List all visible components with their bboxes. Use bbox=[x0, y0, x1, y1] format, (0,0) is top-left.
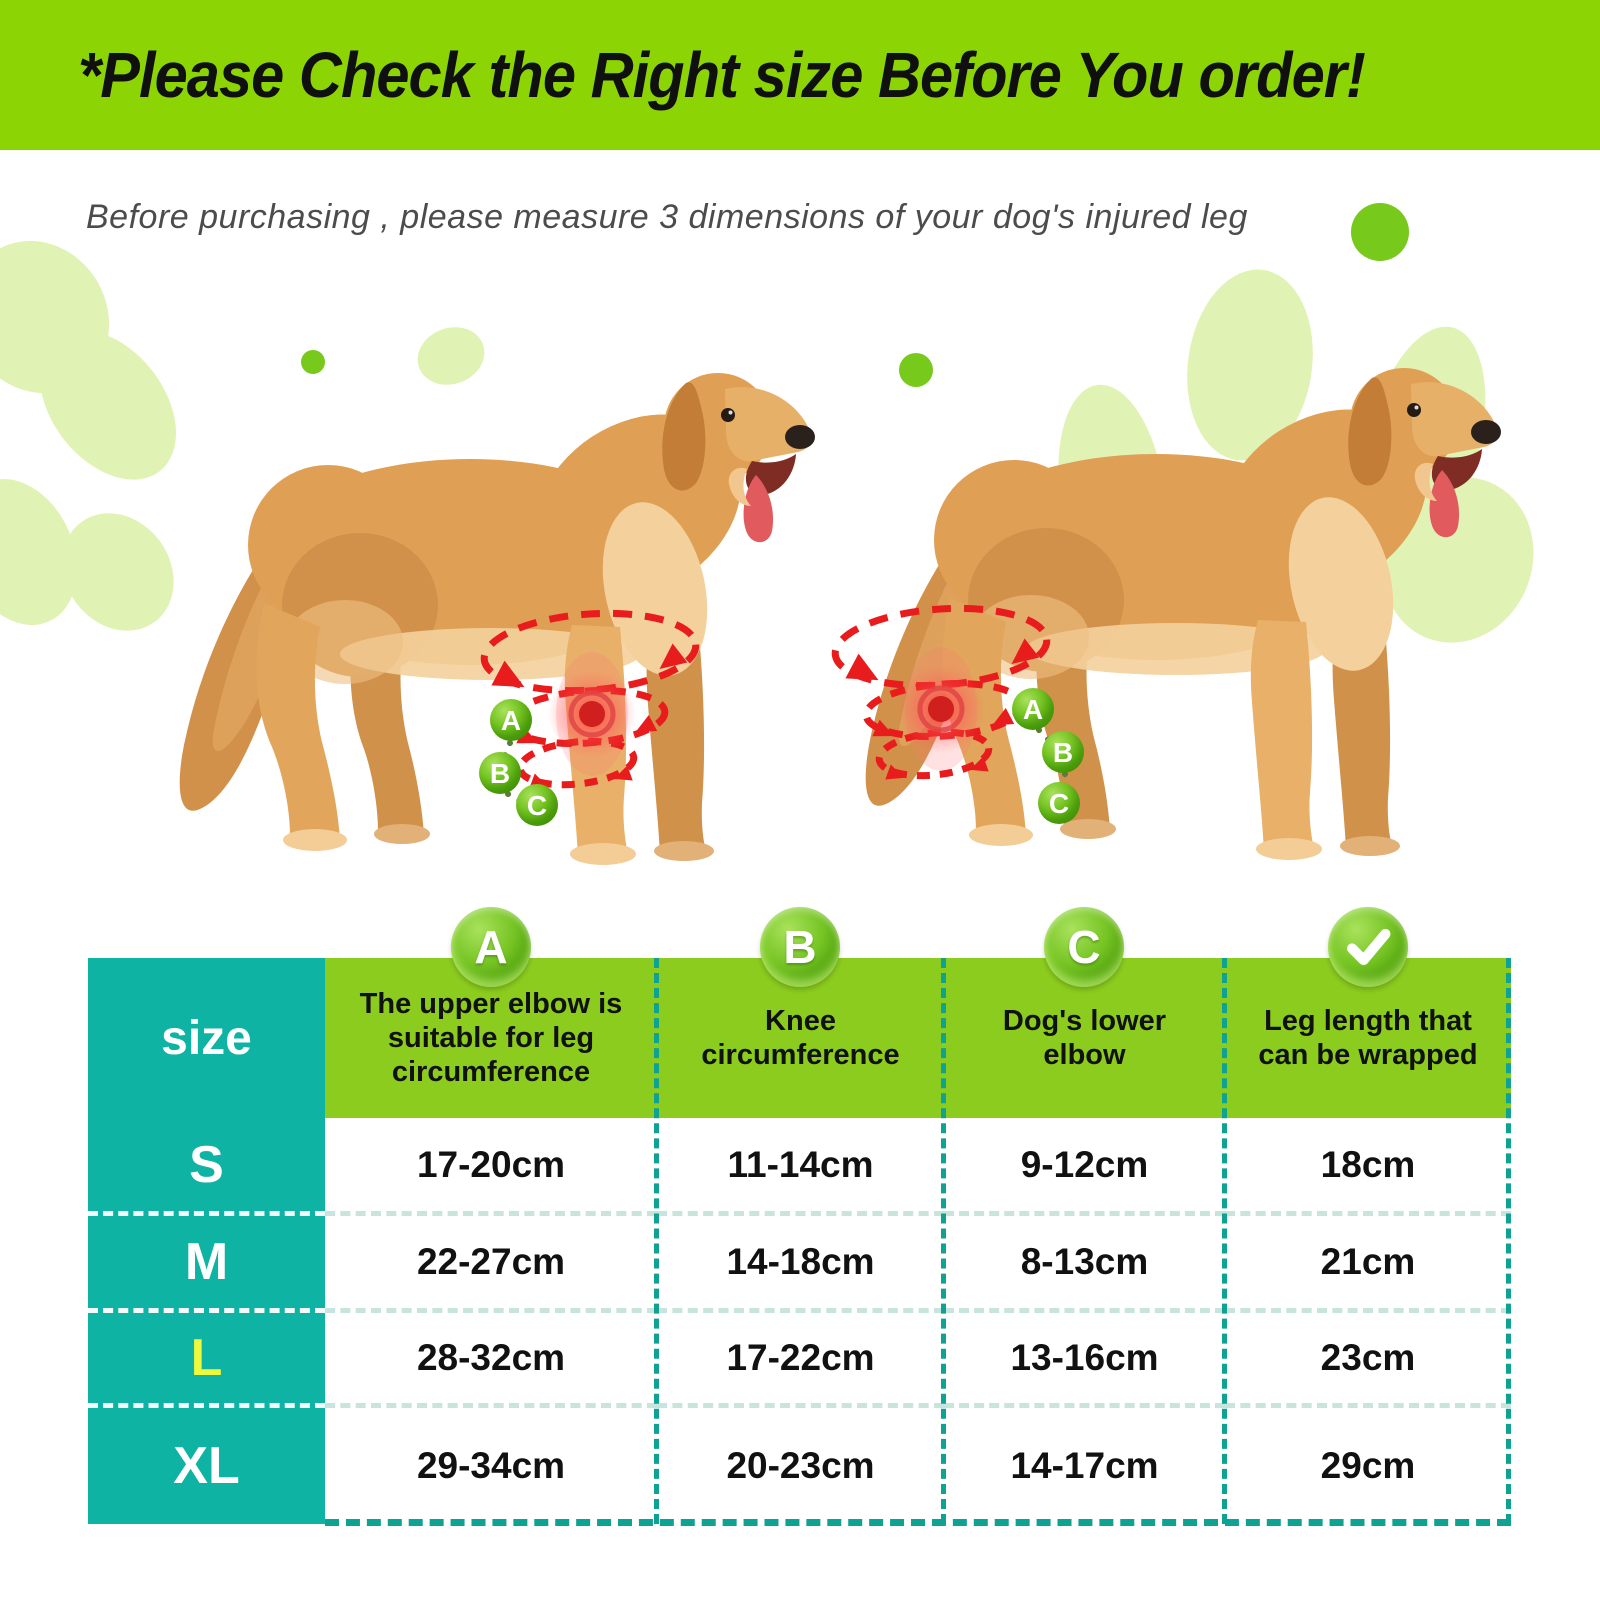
size-table: A B C size The upper elbow is suitable f… bbox=[88, 907, 1511, 1526]
arrowheads bbox=[845, 638, 1040, 780]
table-cell: 18cm bbox=[1225, 1118, 1511, 1216]
marker-badge-b: B bbox=[479, 752, 521, 794]
marker-badge-c: C bbox=[516, 784, 558, 826]
marker-badge-a: A bbox=[490, 699, 532, 741]
measurement-annotation-left: A B C bbox=[479, 609, 700, 826]
measurement-annotation-right: A B C bbox=[831, 604, 1084, 824]
knee-point bbox=[897, 665, 985, 753]
badge-letter: B bbox=[783, 921, 817, 973]
marker-badge-b: B bbox=[1042, 731, 1084, 773]
check-icon bbox=[1346, 928, 1391, 966]
row-label-m: M bbox=[88, 1216, 325, 1313]
table-cell: 14-17cm bbox=[944, 1408, 1225, 1524]
table-cell: 28-32cm bbox=[325, 1313, 657, 1408]
row-label-xl: XL bbox=[88, 1408, 325, 1524]
row-label-l: L bbox=[88, 1313, 325, 1408]
row-label-s: S bbox=[88, 1118, 325, 1216]
measure-badge-a: A bbox=[451, 907, 531, 987]
column-divider bbox=[1222, 958, 1227, 1524]
subtitle: Before purchasing , please measure 3 dim… bbox=[86, 198, 1248, 236]
svg-text:A: A bbox=[501, 705, 521, 736]
table-bottom-border bbox=[325, 1519, 1511, 1526]
column-header-check: Leg length that can be wrapped bbox=[1225, 958, 1511, 1118]
column-divider bbox=[654, 958, 659, 1524]
table-right-border bbox=[1506, 958, 1511, 1524]
marker-badges: A B C bbox=[1012, 688, 1084, 824]
marker-badges: A B C bbox=[479, 699, 558, 826]
size-table-grid: size The upper elbow is suitable for leg… bbox=[88, 958, 1511, 1524]
table-cell: 22-27cm bbox=[325, 1216, 657, 1313]
header-banner: *Please Check the Right size Before You … bbox=[0, 0, 1600, 150]
green-dot-decorations bbox=[301, 203, 1409, 387]
knee-point bbox=[548, 670, 636, 758]
table-cell: 11-14cm bbox=[657, 1118, 944, 1216]
column-divider bbox=[941, 958, 946, 1524]
size-column-header: size bbox=[88, 958, 325, 1118]
marker-badge-a: A bbox=[1012, 688, 1054, 730]
table-cell: 17-22cm bbox=[657, 1313, 944, 1408]
svg-text:B: B bbox=[490, 758, 510, 789]
table-cell: 9-12cm bbox=[944, 1118, 1225, 1216]
table-cell: 29cm bbox=[1225, 1408, 1511, 1524]
svg-text:A: A bbox=[1023, 694, 1043, 725]
table-cell: 21cm bbox=[1225, 1216, 1511, 1313]
table-cell: 23cm bbox=[1225, 1313, 1511, 1408]
column-header-a: The upper elbow is suitable for leg circ… bbox=[325, 958, 657, 1118]
page-title: *Please Check the Right size Before You … bbox=[78, 39, 1366, 111]
svg-text:C: C bbox=[527, 790, 547, 821]
table-cell: 13-16cm bbox=[944, 1313, 1225, 1408]
svg-text:B: B bbox=[1053, 737, 1073, 768]
table-cell: 14-18cm bbox=[657, 1216, 944, 1313]
badge-letter: C bbox=[1067, 921, 1101, 973]
arrowheads bbox=[491, 643, 688, 789]
table-cell: 17-20cm bbox=[325, 1118, 657, 1216]
table-cell: 8-13cm bbox=[944, 1216, 1225, 1313]
svg-text:C: C bbox=[1049, 788, 1069, 819]
badge-letter: A bbox=[474, 921, 508, 973]
measure-badge-check bbox=[1328, 907, 1408, 987]
marker-badge-c: C bbox=[1038, 782, 1080, 824]
measure-badge-b: B bbox=[760, 907, 840, 987]
table-cell: 20-23cm bbox=[657, 1408, 944, 1524]
measure-badge-c: C bbox=[1044, 907, 1124, 987]
table-cell: 29-34cm bbox=[325, 1408, 657, 1524]
